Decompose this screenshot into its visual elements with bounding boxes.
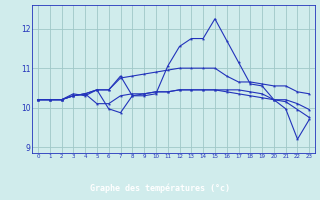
Text: Graphe des températures (°c): Graphe des températures (°c) <box>90 184 230 193</box>
